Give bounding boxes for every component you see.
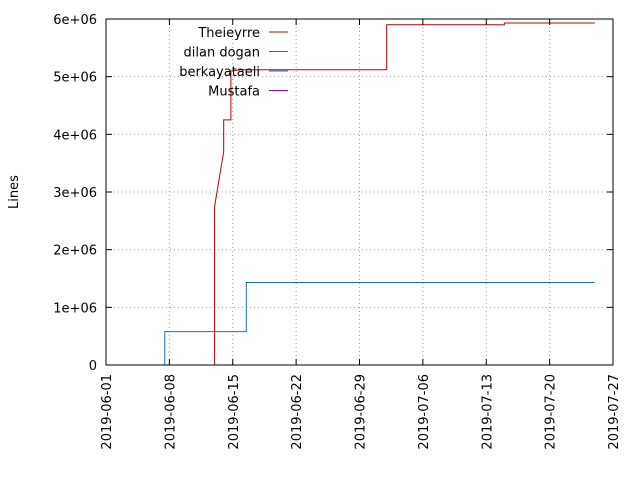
- y-axis: 0 1e+06 2e+06 3e+06 4e+06 5e+06 6e+06: [53, 13, 613, 374]
- y-tick-label: 3e+06: [53, 186, 97, 201]
- x-tick-label: 2019-07-06: [417, 374, 432, 450]
- grid-lines: [106, 19, 613, 365]
- legend: Theieyrre dilan dogan berkayataeli Mustafa: [179, 26, 288, 100]
- x-tick-label: 2019-07-20: [544, 374, 559, 450]
- y-tick-label: 1e+06: [53, 301, 97, 316]
- x-tick-label: 2019-06-15: [227, 374, 242, 450]
- legend-label: Theieyrre: [197, 26, 260, 41]
- x-tick-label: 2019-06-22: [290, 374, 305, 450]
- series-line-2: [164, 282, 595, 365]
- series-lines: [164, 22, 595, 365]
- x-tick-label: 2019-07-13: [480, 374, 495, 450]
- y-tick-label: 5e+06: [53, 71, 97, 86]
- y-tick-label: 4e+06: [53, 128, 97, 143]
- legend-label: dilan dogan: [184, 46, 260, 61]
- y-tick-label: 2e+06: [53, 244, 97, 259]
- x-tick-label: 2019-06-29: [354, 374, 369, 450]
- y-tick-label: 0: [89, 359, 97, 374]
- y-tick-label: 6e+06: [53, 13, 97, 28]
- x-tick-label: 2019-06-08: [163, 374, 178, 450]
- legend-label: Mustafa: [208, 85, 260, 100]
- x-tick-label: 2019-07-27: [607, 374, 622, 450]
- y-axis-title: Lines: [7, 175, 22, 209]
- series-line-0: [214, 22, 595, 365]
- x-axis: 2019-06-01 2019-06-08 2019-06-15 2019-06-22…: [100, 19, 622, 450]
- x-tick-label: 2019-06-01: [100, 374, 115, 450]
- legend-label: berkayataeli: [179, 65, 260, 80]
